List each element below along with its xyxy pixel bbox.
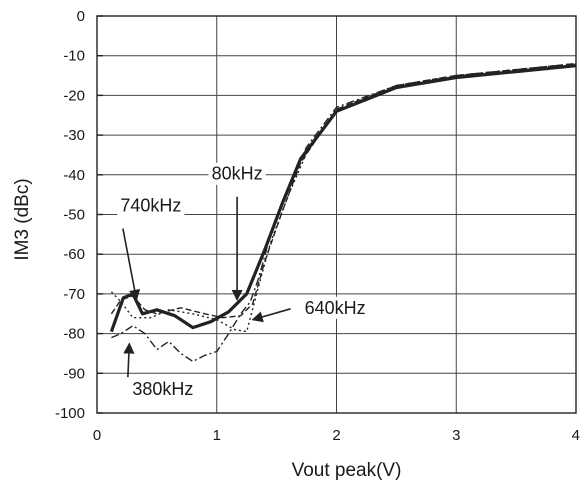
y-tick-label: -20 <box>63 87 85 104</box>
grid-lines <box>96 15 577 414</box>
series-line-640kHz <box>110 64 577 333</box>
y-tick-label: -30 <box>63 127 85 144</box>
annotation-arrow <box>122 228 141 301</box>
y-tick-label: -90 <box>63 365 85 382</box>
x-axis-label: Vout peak(V) <box>292 460 402 481</box>
x-tick-label: 1 <box>213 427 221 444</box>
annotation-arrow <box>123 342 135 378</box>
y-tick-label: -10 <box>63 48 85 65</box>
y-tick-label: -70 <box>63 286 85 303</box>
annotation-label-80kHz: 80kHz <box>212 164 263 184</box>
annotation-arrow <box>251 308 291 323</box>
series-line-80kHz <box>109 64 577 333</box>
plot-frame <box>96 15 577 414</box>
annotation-label-380kHz: 380kHz <box>132 379 193 399</box>
y-tick-label: -40 <box>63 167 85 184</box>
y-tick-label: 0 <box>77 8 85 25</box>
y-tick-label: -50 <box>63 207 85 224</box>
x-tick-label: 0 <box>93 427 101 444</box>
annotation-label-background <box>208 162 266 185</box>
x-tick-label: 3 <box>452 427 460 444</box>
y-tick-label: -100 <box>55 405 85 422</box>
annotations-group: 80kHz 740kHz 640kHz 380kHz <box>117 162 369 401</box>
y-tick-label: -80 <box>63 326 85 343</box>
series-group <box>109 62 577 363</box>
annotation-label-background <box>301 296 369 319</box>
y-axis-label: IM3 (dBc) <box>12 178 33 260</box>
x-tick-label: 2 <box>332 427 340 444</box>
annotation-label-640kHz: 640kHz <box>305 298 366 318</box>
annotation-label-background <box>117 194 185 217</box>
annotation-label-740kHz: 740kHz <box>120 195 181 215</box>
x-tick-label: 4 <box>572 427 580 444</box>
y-tick-label: -60 <box>63 246 85 263</box>
tick-labels: 0 -10 -20 -30 -40 -50 -60 -70 -80 -90 -100 0 1 2 3 4 <box>55 8 580 444</box>
series-line-740kHz <box>110 62 577 319</box>
annotation-label-background <box>129 378 197 401</box>
series-line-380kHz <box>111 62 577 363</box>
